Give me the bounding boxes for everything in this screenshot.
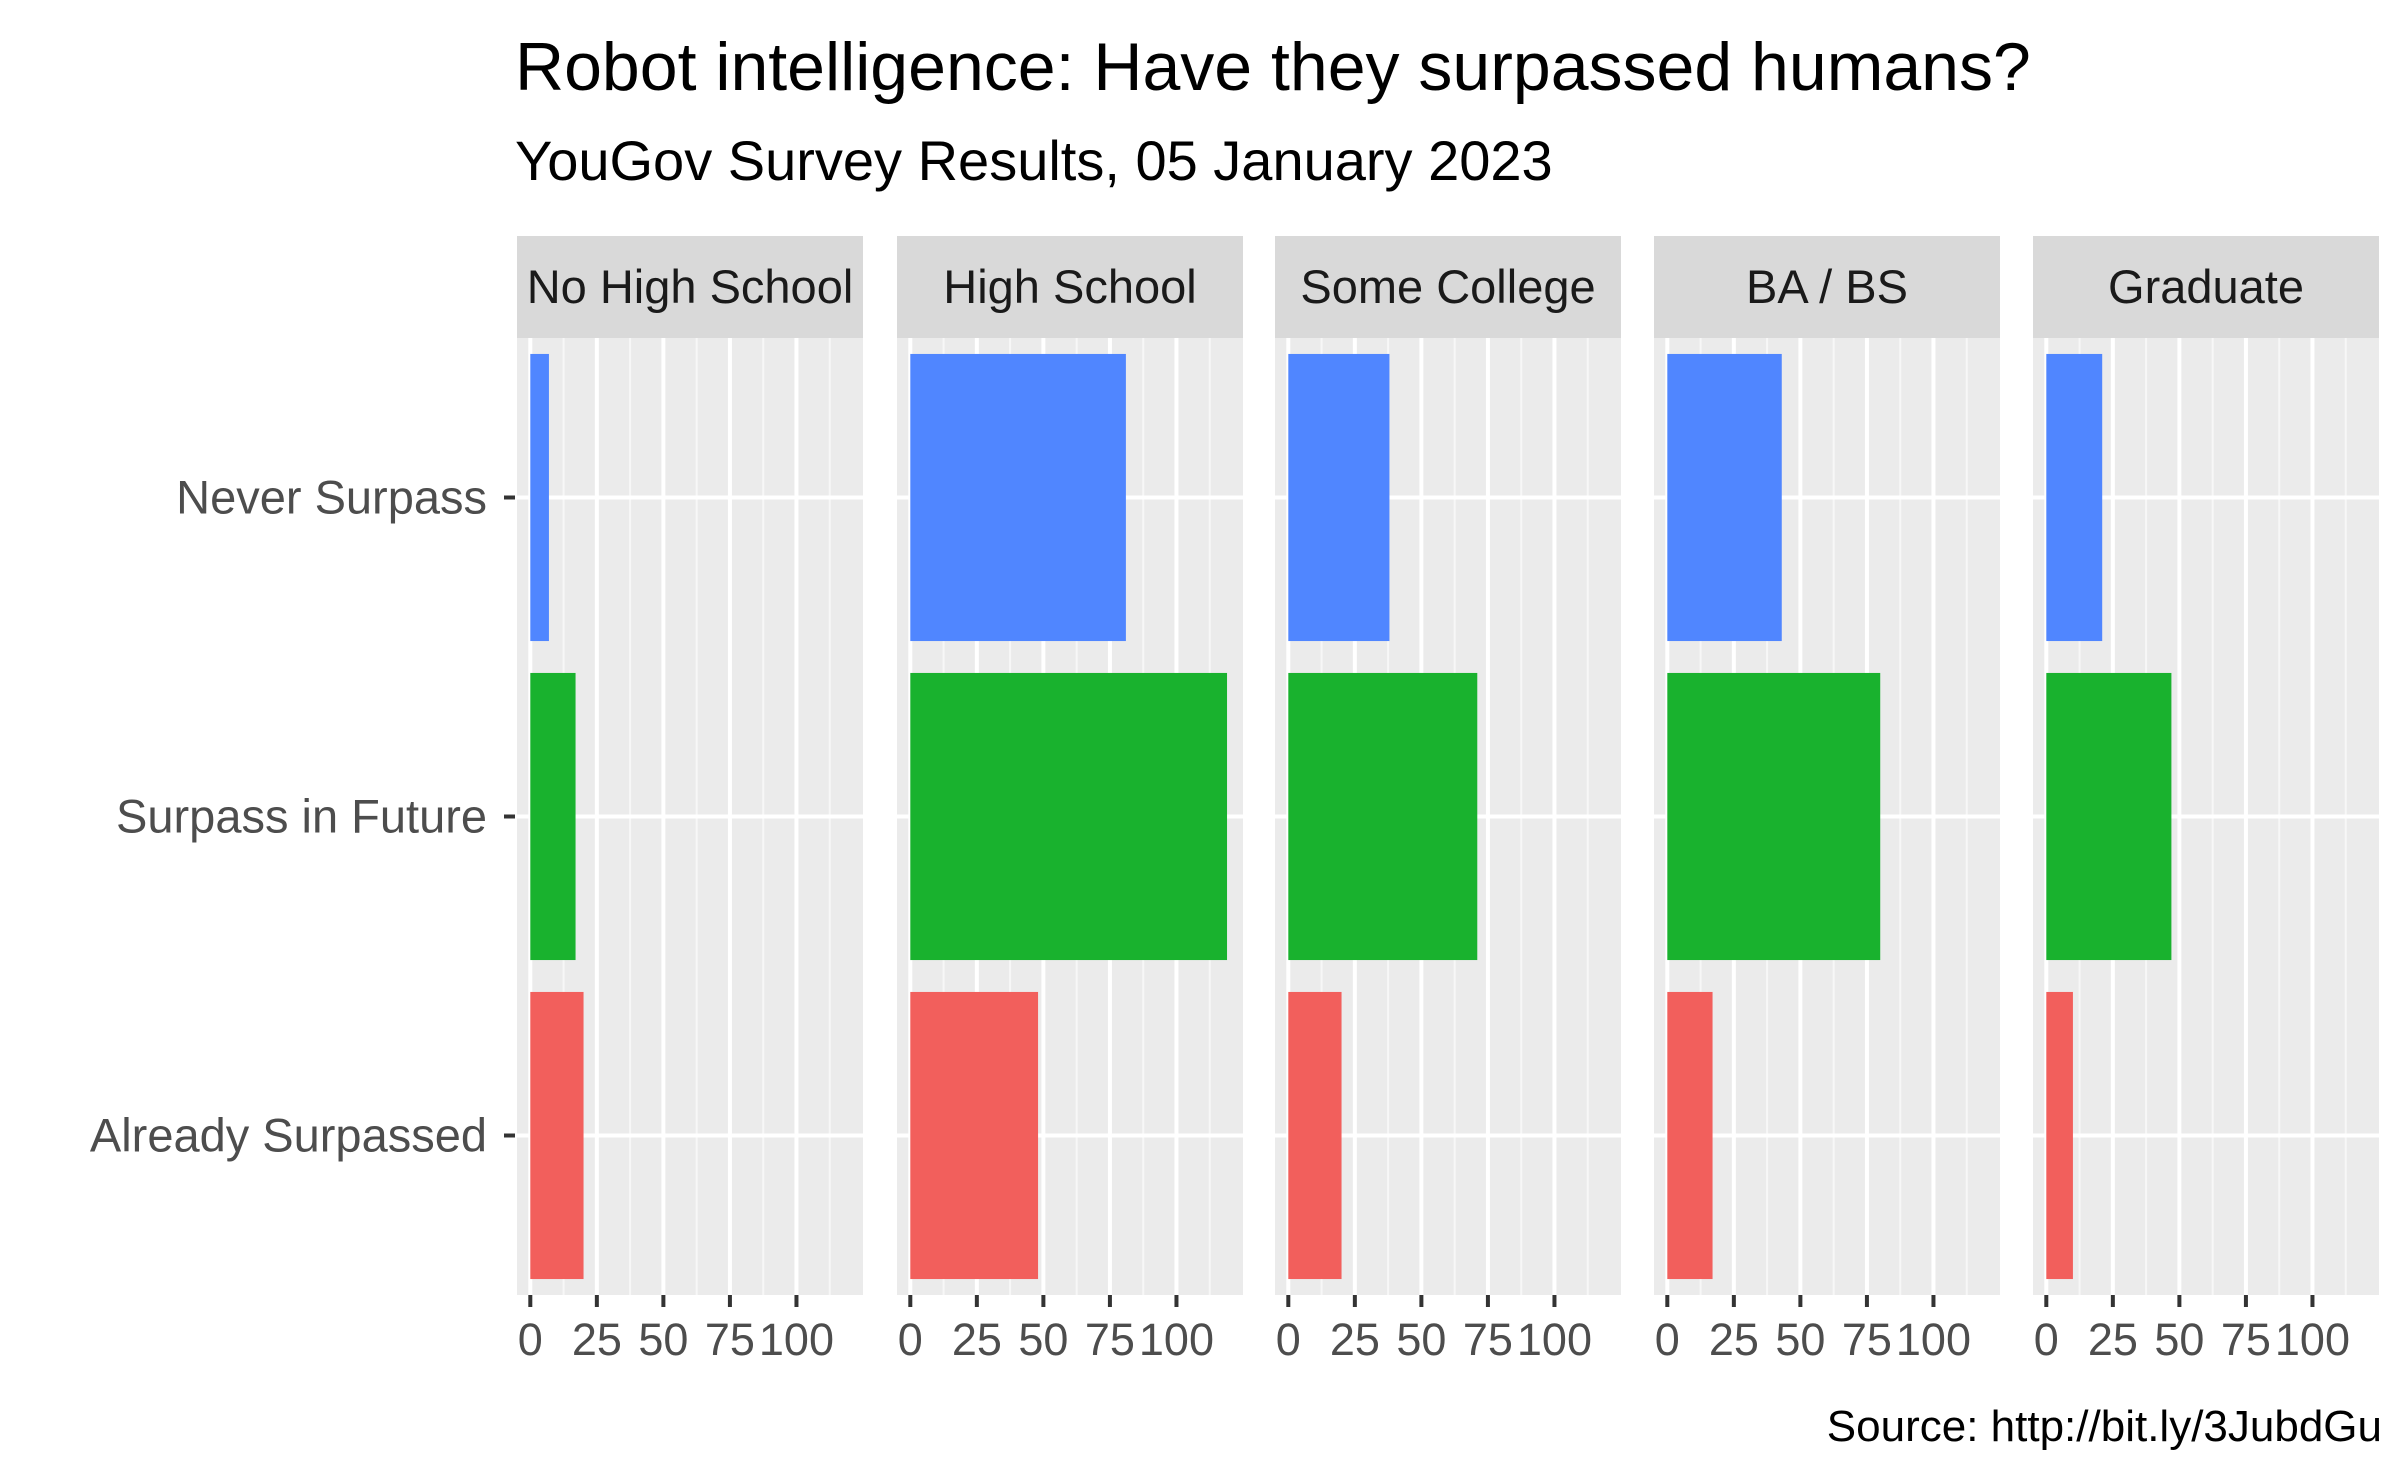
x-tick-label: 100 [1896, 1314, 1971, 1365]
facet-panel: BA / BS 0 25 50 75 100 [1654, 236, 2000, 1365]
facet-strip [2033, 236, 2379, 338]
facet-strip [1654, 236, 2000, 338]
facet-strip-label: Some College [1300, 260, 1595, 313]
facet-strip [1275, 236, 1621, 338]
bar [910, 672, 1228, 961]
facet-strip-label: High School [943, 260, 1196, 313]
x-tick-label: 75 [1463, 1314, 1513, 1365]
chart-subtitle: YouGov Survey Results, 05 January 2023 [515, 129, 1553, 192]
x-tick-label: 75 [2221, 1314, 2271, 1365]
x-tick-label: 50 [1396, 1314, 1446, 1365]
x-tick-label: 50 [1018, 1314, 1068, 1365]
x-tick-label: 100 [1517, 1314, 1592, 1365]
x-tick-label: 25 [2088, 1314, 2138, 1365]
x-tick-label: 0 [2034, 1314, 2059, 1365]
x-tick-label: 50 [1775, 1314, 1825, 1365]
x-tick-label: 50 [2154, 1314, 2204, 1365]
chart-title: Robot intelligence: Have they surpassed … [515, 29, 2031, 105]
x-tick-label: 0 [1276, 1314, 1301, 1365]
facet-strip-label: No High School [527, 260, 854, 313]
bar [1288, 353, 1390, 642]
bar [2046, 991, 2073, 1280]
x-tick-label: 0 [518, 1314, 543, 1365]
bar [1288, 991, 1342, 1280]
x-tick-label: 0 [898, 1314, 923, 1365]
bar [2046, 672, 2172, 961]
bar [530, 991, 584, 1280]
bar [910, 353, 1126, 642]
facet-strip [517, 236, 863, 338]
x-tick-label: 25 [1709, 1314, 1759, 1365]
bar [1667, 991, 1713, 1280]
x-tick-label: 75 [1842, 1314, 1892, 1365]
x-tick-label: 0 [1655, 1314, 1680, 1365]
facet-panel: High School 0 25 50 75 100 [897, 236, 1243, 1365]
facet-panel: Some College 0 25 50 75 100 [1275, 236, 1621, 1365]
y-tick-label: Never Surpass [176, 471, 487, 524]
x-tick-label: 100 [1139, 1314, 1214, 1365]
bar [910, 991, 1039, 1280]
y-tick-label: Surpass in Future [116, 790, 487, 843]
facet-panel: No High School 0 25 50 75 100 [517, 236, 863, 1365]
bar [1667, 672, 1881, 961]
facet-strip [897, 236, 1243, 338]
x-tick-label: 25 [952, 1314, 1002, 1365]
chart-caption: Source: http://bit.ly/3JubdGu [1826, 1402, 2382, 1451]
bar [2046, 353, 2103, 642]
bar [1288, 672, 1478, 961]
x-tick-label: 50 [638, 1314, 688, 1365]
x-tick-label: 25 [572, 1314, 622, 1365]
x-tick-label: 100 [759, 1314, 834, 1365]
bar [1667, 353, 1782, 642]
bar [530, 672, 576, 961]
y-tick-label: Already Surpassed [90, 1109, 487, 1162]
x-tick-label: 75 [705, 1314, 755, 1365]
facet-strip-label: Graduate [2108, 260, 2304, 313]
bar [530, 353, 549, 642]
x-tick-label: 100 [2275, 1314, 2350, 1365]
facet-strip-label: BA / BS [1746, 260, 1908, 313]
facet-panel: Graduate 0 25 50 75 100 [2033, 236, 2379, 1365]
x-tick-label: 25 [1330, 1314, 1380, 1365]
x-tick-label: 75 [1085, 1314, 1135, 1365]
